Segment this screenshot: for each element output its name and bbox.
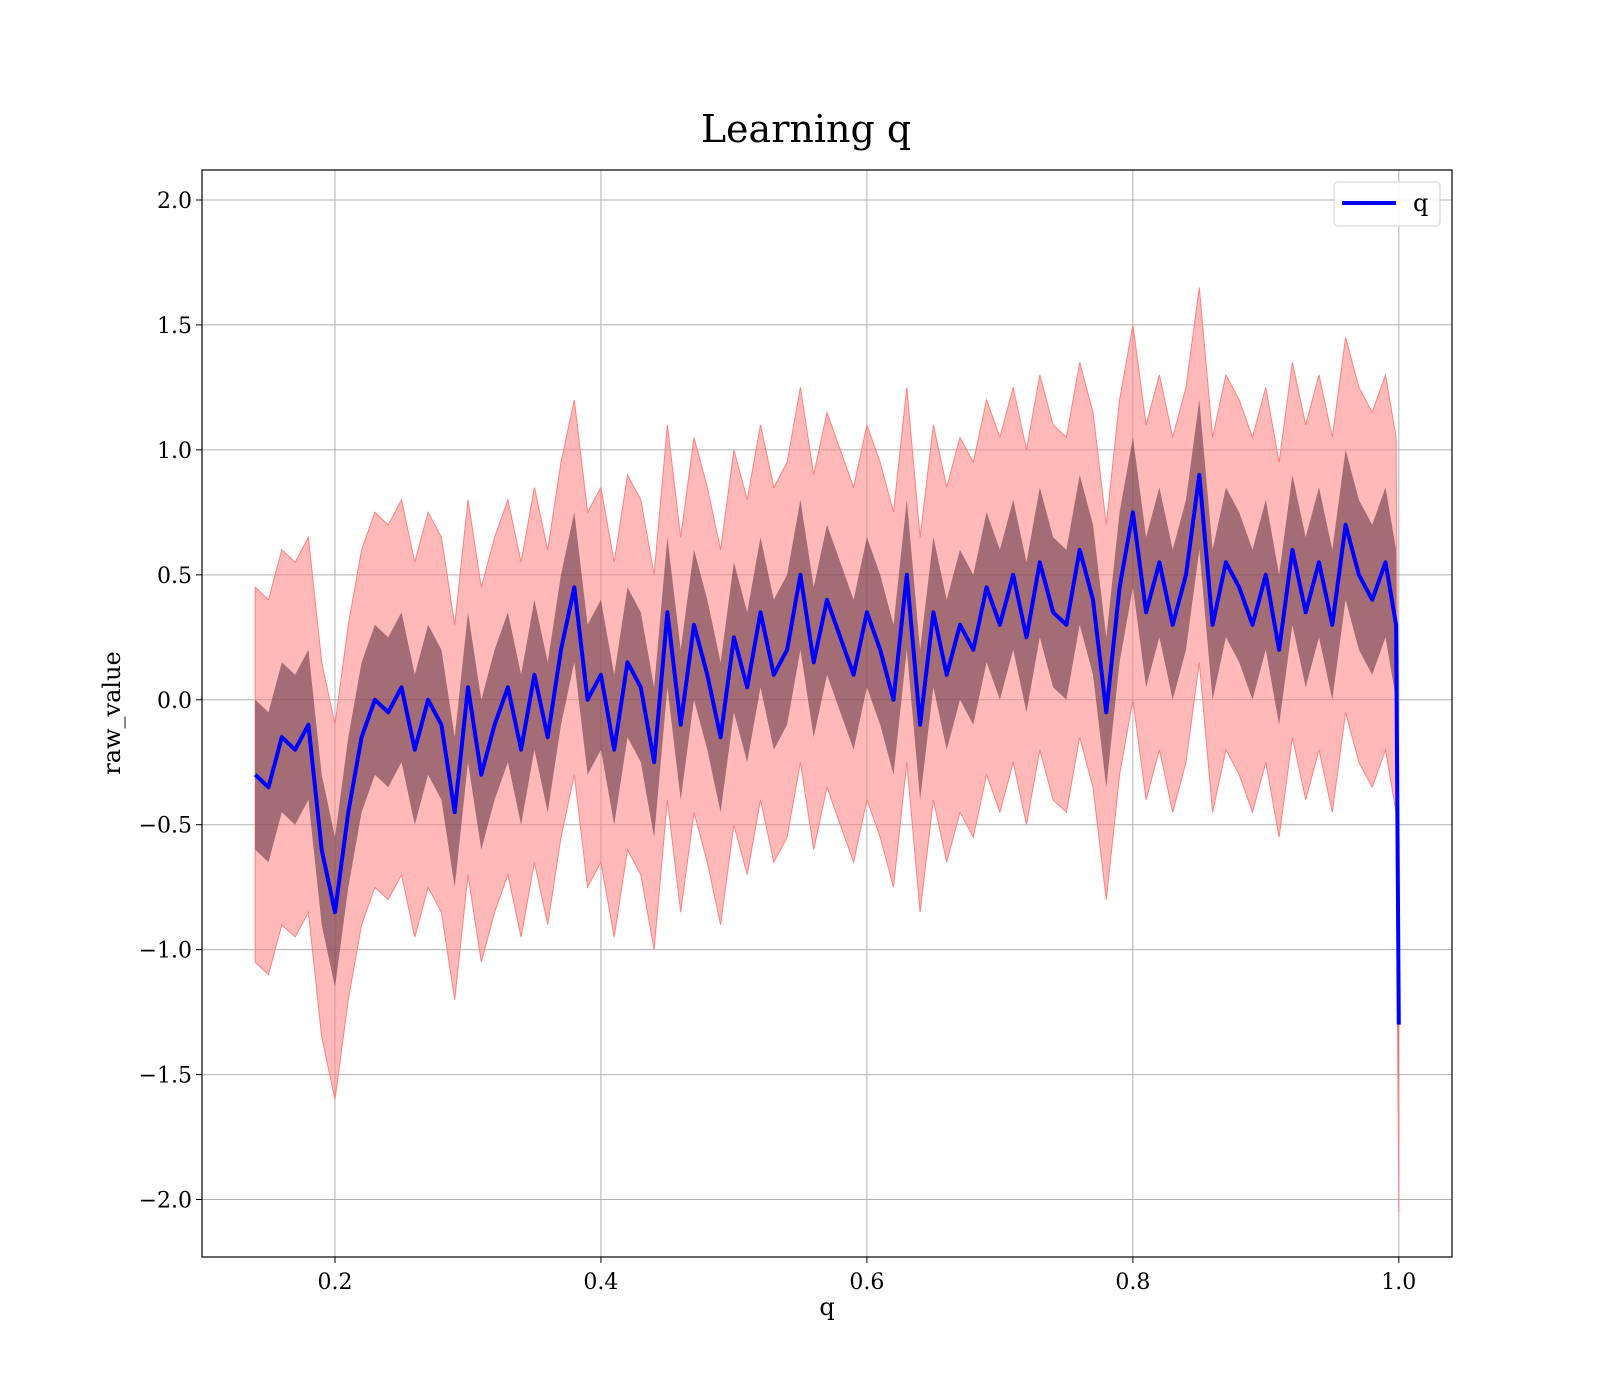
y-tick-label: −1.0 <box>139 939 192 964</box>
x-tick-label: 0.6 <box>849 1270 884 1295</box>
y-axis-ticks: −2.0 −1.5 −1.0 −0.5 0.0 0.5 1.0 1.5 2.0 <box>139 189 202 1214</box>
y-axis-label: raw_value <box>98 651 126 775</box>
y-tick-label: 2.0 <box>157 189 192 214</box>
x-tick-label: 0.8 <box>1115 1270 1150 1295</box>
inner-uncertainty-band <box>255 399 1399 1100</box>
y-tick-label: 1.5 <box>157 314 192 339</box>
y-tick-label: −0.5 <box>139 814 192 839</box>
y-tick-label: −2.0 <box>139 1189 192 1214</box>
y-tick-label: 1.0 <box>157 439 192 464</box>
x-tick-label: 1.0 <box>1381 1270 1416 1295</box>
band-layer <box>254 287 1400 1213</box>
x-axis-ticks: 0.2 0.4 0.6 0.8 1.0 <box>317 1257 1416 1295</box>
x-tick-label: 0.2 <box>317 1270 352 1295</box>
line-layer <box>253 472 1401 1025</box>
legend: q <box>1333 181 1441 227</box>
y-tick-label: 0.5 <box>157 564 192 589</box>
series-line-q <box>253 472 1401 1025</box>
chart-title: Learning q <box>701 107 911 151</box>
y-tick-label: 0.0 <box>157 689 192 714</box>
outer-uncertainty-band <box>254 287 1400 1213</box>
plot-frame <box>201 169 1453 1258</box>
x-axis-label: q <box>819 1293 834 1321</box>
y-tick-label: −1.5 <box>139 1064 192 1089</box>
legend-label-q: q <box>1413 189 1428 217</box>
x-tick-label: 0.4 <box>583 1270 618 1295</box>
